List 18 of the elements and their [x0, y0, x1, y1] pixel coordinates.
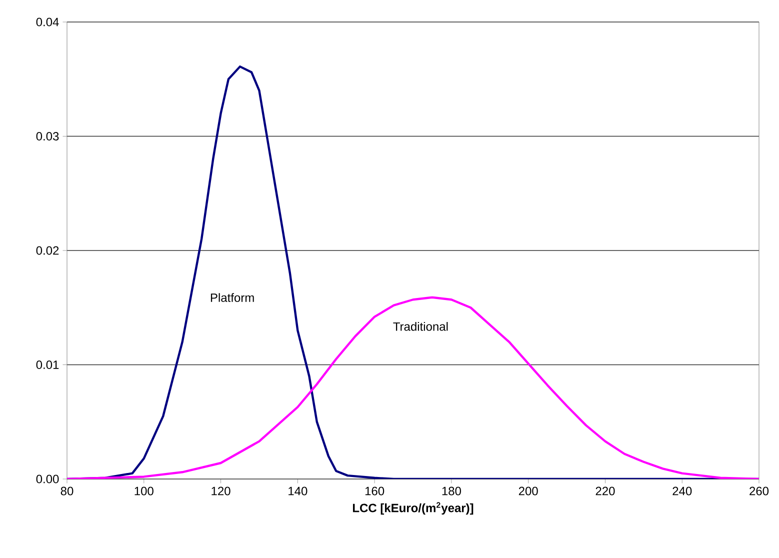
x-tick-label: 240: [672, 486, 692, 496]
x-tick-label: 260: [750, 486, 769, 496]
y-tick-label: 0.02: [36, 246, 59, 255]
y-tick-label: 0.01: [36, 360, 59, 369]
x-tick-label: 100: [134, 486, 154, 496]
series-label: Platform: [210, 293, 254, 302]
y-tick-label: 0.03: [36, 132, 59, 140]
x-tick-label: 120: [212, 486, 230, 496]
x-tick-label: 140: [288, 486, 308, 496]
x-tick-label: 220: [596, 486, 615, 496]
series-label: Traditional: [393, 322, 448, 331]
x-tick-label: 200: [518, 486, 538, 496]
x-tick-label: 80: [60, 486, 74, 496]
y-tick-label: 0.00: [36, 474, 59, 484]
y-tick-label: 0.04: [36, 18, 59, 26]
x-tick-label: 180: [442, 486, 461, 496]
x-tick-label: 160: [365, 486, 384, 496]
x-axis-title: LCC [kEuro/(m$^{2}$year)]: [352, 502, 474, 515]
